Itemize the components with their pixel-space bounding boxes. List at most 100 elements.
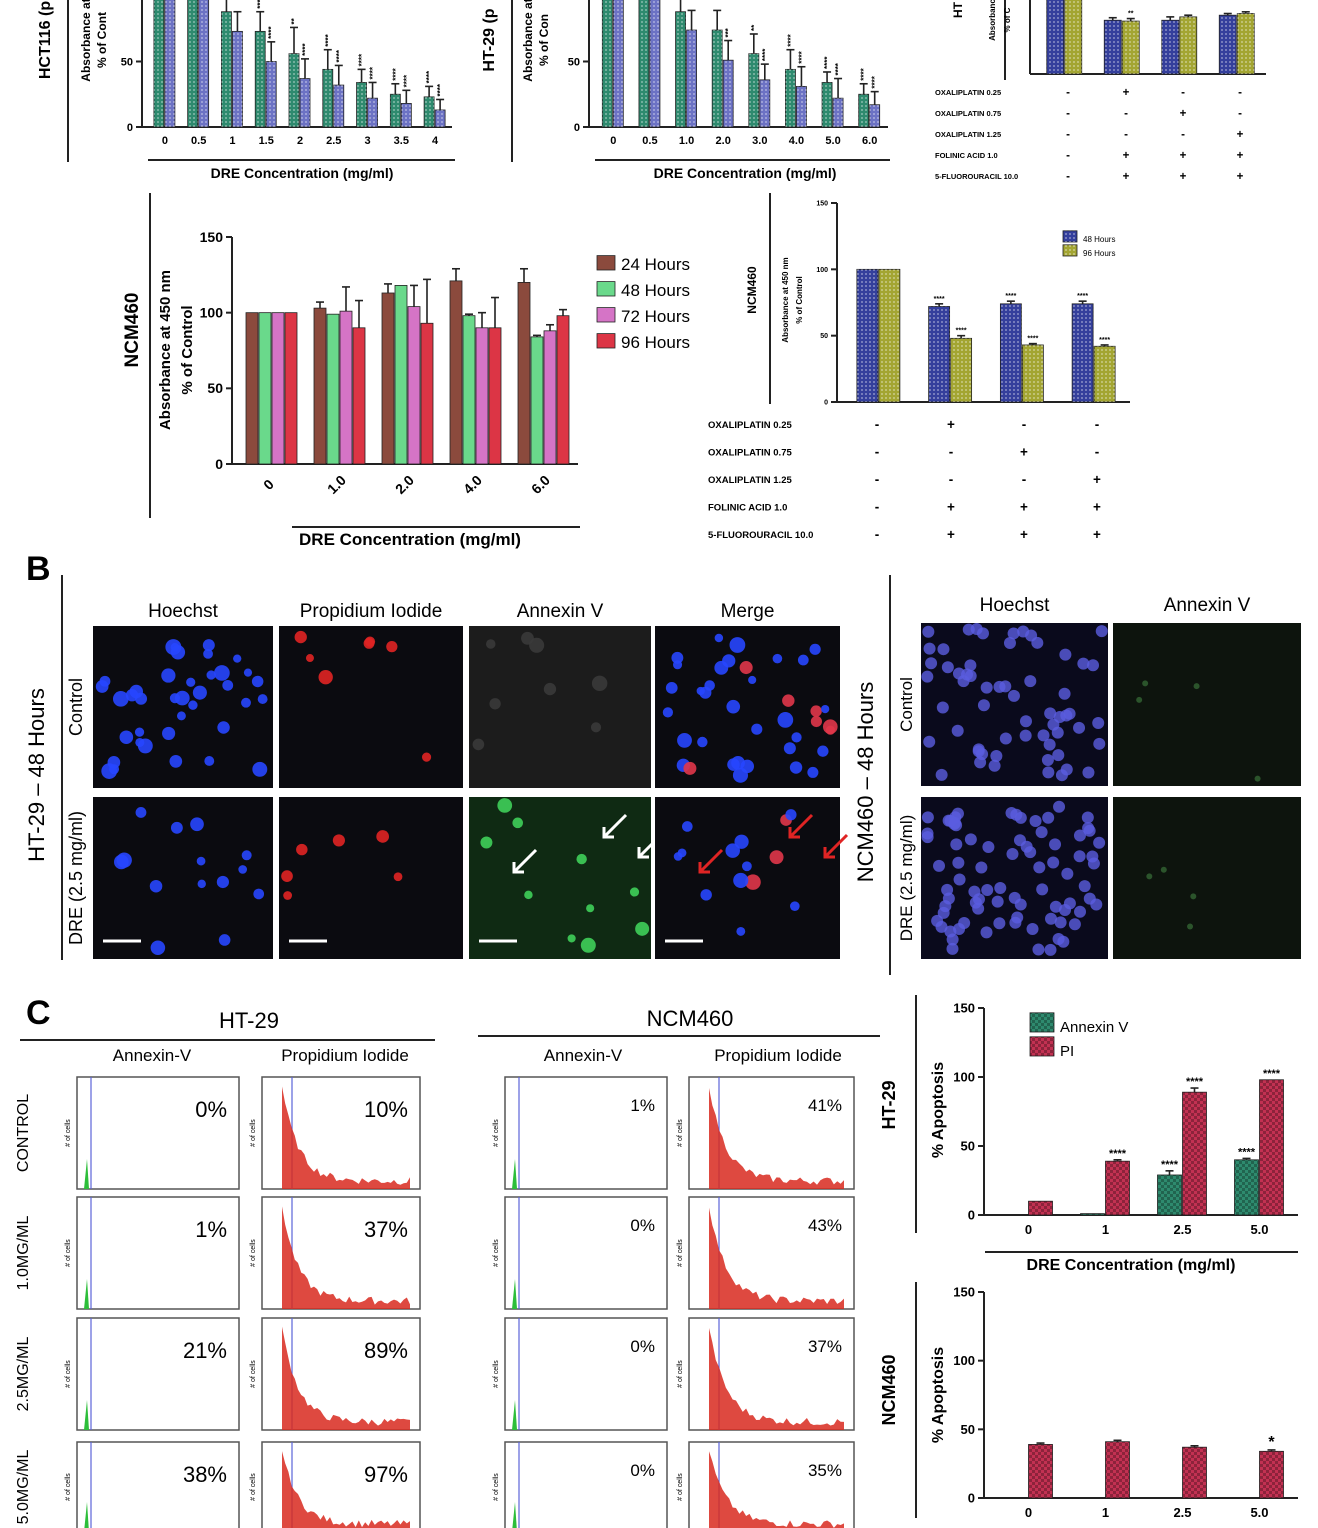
cell-mark	[296, 843, 308, 856]
micrograph	[279, 626, 463, 788]
arrow-marker	[823, 833, 849, 859]
bar	[556, 315, 570, 465]
bar-pattern	[822, 82, 833, 127]
bar-pattern	[322, 69, 333, 127]
bar-pattern	[356, 82, 367, 127]
cell-mark	[964, 833, 977, 846]
x-tick-label: 0	[1025, 1222, 1032, 1237]
histogram-percentage: 1%	[195, 1217, 227, 1242]
bar-pattern	[1022, 344, 1044, 402]
treatment-label: OXALIPLATIN 0.75	[935, 109, 1001, 118]
cell-mark	[783, 742, 796, 755]
ncm460-side-label: NCM460 – 48 Hours	[853, 682, 878, 883]
histogram-y-label: # of cells	[493, 1473, 500, 1501]
cell-mark	[1005, 806, 1018, 819]
histogram-plot: # of cells 37%	[250, 1196, 421, 1310]
cell-mark	[283, 891, 293, 900]
cell-mark	[233, 654, 242, 663]
significance-label: ***	[724, 27, 733, 37]
histogram-plot: # of cells 89%	[250, 1317, 421, 1431]
cell-mark	[251, 675, 264, 688]
bar-pattern	[928, 306, 950, 402]
cell-mark	[1032, 943, 1045, 956]
cell-mark	[217, 721, 230, 734]
histogram-percentage: 0%	[630, 1216, 655, 1235]
microscopy-column-title: Propidium Iodide	[300, 601, 443, 622]
histogram-plot: # of cells 37%	[677, 1317, 855, 1431]
cell-mark	[1093, 737, 1106, 750]
histogram-peak	[709, 1328, 844, 1430]
cell-mark	[982, 840, 995, 853]
cell-mark	[683, 761, 697, 775]
histogram-peak	[282, 1206, 410, 1309]
cell-mark	[972, 902, 985, 915]
chart-ncm460-dre: NCM460 Absorbance at 450 nm % of Control 0 5…	[122, 193, 690, 549]
cell-mark	[1093, 836, 1106, 849]
treatment-mark: -	[875, 527, 880, 542]
histogram-percentage: 21%	[183, 1338, 227, 1363]
cell-mark	[976, 627, 989, 640]
histogram-percentage: 38%	[183, 1462, 227, 1487]
microscopy-column-title: Hoechst	[980, 595, 1050, 616]
treatment-mark: +	[1093, 527, 1101, 542]
treatment-mark: -	[1238, 87, 1242, 99]
histogram-percentage: 1%	[630, 1096, 655, 1115]
panel-letter-c: C	[26, 994, 51, 1032]
bar-pattern	[1028, 1444, 1053, 1498]
x-tick-label: 4.0	[460, 472, 485, 497]
flow-column-title: Propidium Iodide	[714, 1046, 842, 1065]
bar-pattern	[1179, 16, 1197, 75]
cell-mark	[736, 926, 746, 936]
significance-label: ****	[1161, 1159, 1179, 1171]
bar-pattern	[856, 269, 878, 402]
treatment-mark: -	[1066, 87, 1070, 99]
cell-mark	[726, 699, 741, 714]
cell-mark	[782, 694, 795, 707]
x-tick-label: 3.5	[394, 135, 409, 147]
y-tick-label: 50	[820, 333, 828, 340]
treatment-mark: -	[1022, 472, 1027, 487]
x-tick-label: 2.5	[1173, 1505, 1191, 1520]
bar-pattern	[748, 53, 759, 127]
arrow-marker	[602, 813, 628, 839]
row-label: NCM460	[122, 293, 143, 368]
cell-mark	[1063, 707, 1076, 720]
bar-pattern	[1104, 20, 1122, 75]
y-tick-label: 50	[961, 1422, 975, 1437]
bar-pattern	[649, 0, 660, 127]
treatment-label: OXALIPLATIN 0.25	[708, 420, 792, 431]
treatment-mark: -	[1181, 87, 1185, 99]
cell-mark	[941, 661, 954, 674]
y-tick-label: 100	[953, 1070, 975, 1085]
histogram-frame	[504, 1317, 668, 1431]
bar-pattern	[686, 30, 697, 128]
cell-mark	[1026, 923, 1039, 936]
y-tick-label: 0	[968, 1491, 975, 1506]
chart-ht29-apoptosis: HT-29 % Apoptosis 0 50 100 150 0 **** 1 **** **** 2…	[879, 995, 1298, 1274]
cell-mark	[1051, 726, 1064, 739]
x-tick-label: 0.5	[642, 135, 657, 147]
cell-mark	[257, 694, 268, 704]
bar-pattern	[950, 338, 972, 402]
bar	[488, 327, 502, 465]
significance-label: ****	[1109, 1148, 1127, 1160]
cell-mark	[1054, 916, 1067, 929]
histogram-plot: # of cells 0%	[493, 1317, 668, 1431]
histogram-plot: # of cells 1%	[65, 1196, 240, 1310]
cell-mark	[925, 657, 938, 670]
micrograph-background	[93, 797, 273, 959]
significance-label: ****	[436, 83, 445, 96]
flow-title: NCM460	[647, 1006, 734, 1031]
cell-mark	[305, 654, 314, 663]
cell-mark	[1006, 847, 1019, 860]
cell-mark	[294, 630, 307, 644]
cell-mark	[700, 889, 712, 901]
treatment-mark: -	[1124, 108, 1128, 120]
cell-mark	[222, 679, 234, 691]
histogram-peak	[282, 1451, 410, 1528]
flow-column-title: Propidium Iodide	[281, 1046, 409, 1065]
micrograph-background	[1113, 623, 1301, 786]
cell-mark	[810, 715, 822, 728]
histogram-y-label: # of cells	[250, 1360, 257, 1388]
histogram-percentage: 89%	[364, 1338, 408, 1363]
